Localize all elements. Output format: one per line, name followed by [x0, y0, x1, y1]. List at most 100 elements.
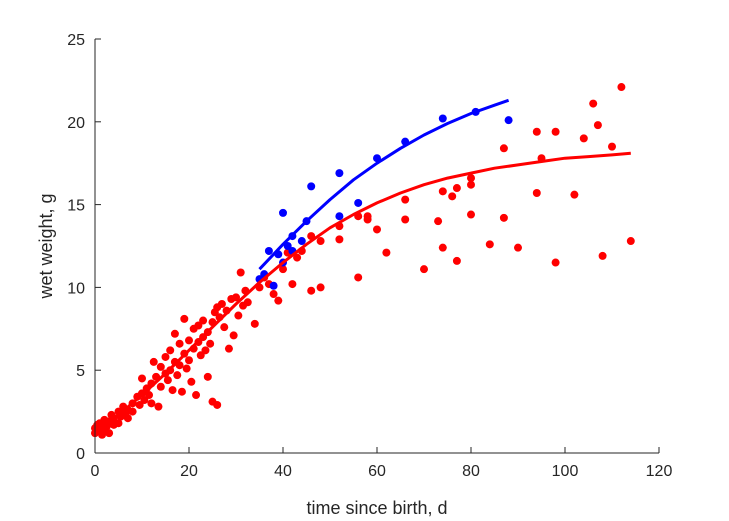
data-point: [173, 371, 182, 380]
data-point: [532, 127, 541, 136]
data-point: [161, 352, 170, 361]
data-point: [401, 195, 410, 204]
data-point: [213, 400, 222, 409]
x-tick-label: 20: [180, 463, 198, 480]
data-point: [551, 127, 560, 136]
data-point: [467, 180, 475, 189]
data-point: [203, 372, 212, 381]
data-point: [608, 142, 616, 151]
data-point: [114, 419, 123, 428]
data-point: [194, 321, 203, 330]
data-point: [467, 174, 475, 183]
data-point: [185, 356, 193, 365]
data-point: [499, 213, 508, 222]
data-point: [514, 243, 522, 252]
data-point: [168, 386, 177, 395]
data-point: [335, 169, 344, 178]
data-point: [147, 399, 156, 408]
data-point: [269, 290, 278, 299]
y-tick-label: 0: [76, 446, 85, 463]
data-point: [149, 357, 158, 366]
data-point: [224, 344, 233, 353]
data-point: [170, 329, 179, 338]
data-point: [593, 121, 602, 130]
data-point: [145, 391, 154, 400]
data-point: [105, 429, 114, 438]
y-tick-label: 20: [67, 115, 85, 132]
data-point: [570, 190, 579, 199]
data-point: [316, 237, 325, 246]
data-point: [140, 396, 149, 405]
data-point: [354, 273, 363, 282]
data-point: [335, 235, 344, 244]
data-point: [452, 184, 461, 193]
data-point: [196, 351, 205, 360]
data-point: [532, 189, 541, 198]
data-point: [598, 251, 607, 260]
data-point: [199, 316, 208, 325]
data-point: [217, 299, 226, 308]
data-point: [187, 377, 196, 386]
data-point: [448, 192, 457, 201]
data-point: [236, 268, 245, 277]
data-point: [354, 198, 363, 207]
data-point: [232, 293, 240, 302]
data-point: [128, 407, 137, 416]
data-point: [182, 364, 191, 373]
data-point: [363, 212, 372, 221]
data-point: [485, 240, 494, 249]
data-point: [229, 331, 238, 340]
data-point: [626, 237, 635, 246]
fit-line: [258, 98, 510, 271]
data-point: [192, 391, 201, 400]
data-point: [250, 319, 259, 328]
data-point: [156, 382, 165, 391]
axis-ticks: 0 20 40 60 80 100 120 0 5 10 15 20 25: [67, 32, 672, 480]
data-point: [293, 253, 302, 262]
data-point: [288, 280, 297, 289]
data-point: [123, 414, 132, 423]
data-point: [156, 362, 165, 371]
data-point: [154, 402, 163, 411]
data-point: [175, 339, 184, 348]
data-point: [467, 210, 475, 219]
data-point: [401, 215, 410, 224]
data-point: [434, 217, 443, 226]
data-point: [335, 212, 344, 221]
y-tick-label: 25: [67, 32, 85, 49]
data-point: [274, 296, 283, 305]
data-point: [206, 339, 215, 348]
data-point: [279, 265, 287, 274]
y-tick-label: 5: [76, 363, 85, 380]
data-point: [316, 283, 325, 292]
data-point: [307, 286, 316, 295]
fit-line: [94, 151, 631, 433]
x-tick-label: 80: [462, 463, 480, 480]
data-point: [297, 237, 306, 246]
data-point: [438, 243, 447, 252]
data-point: [589, 99, 598, 108]
data-point: [180, 314, 189, 323]
data-point: [138, 374, 146, 383]
y-tick-label: 15: [67, 198, 85, 215]
data-point: [307, 182, 316, 191]
x-axis-label: time since birth, d: [306, 498, 447, 518]
data-point: [166, 346, 175, 355]
data-point: [373, 225, 381, 234]
x-tick-label: 120: [646, 463, 673, 480]
y-axis-label: wet weight, g: [36, 193, 56, 299]
data-point: [201, 346, 210, 355]
y-tick-label: 10: [67, 280, 85, 297]
data-point: [243, 298, 252, 307]
data-point: [504, 116, 513, 125]
data-point: [438, 114, 447, 123]
x-tick-label: 60: [368, 463, 386, 480]
data-point: [185, 336, 193, 345]
data-point: [452, 256, 461, 265]
data-point: [382, 248, 391, 257]
data-point: [220, 323, 229, 332]
data-point: [234, 311, 243, 320]
data-point: [617, 83, 626, 92]
data-point: [551, 258, 560, 267]
